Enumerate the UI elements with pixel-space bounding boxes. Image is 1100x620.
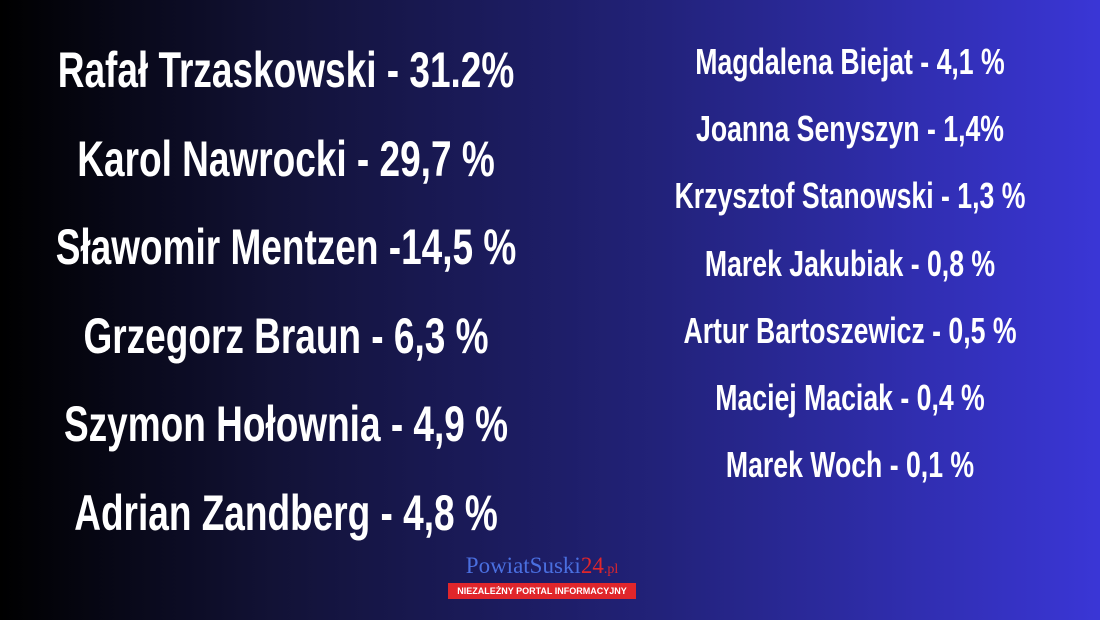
logo-name: PowiatSuski24.pl [448, 553, 636, 579]
result-line: Marek Jakubiak - 0,8 % [704, 242, 996, 284]
result-line: Marek Woch - 0,1 % [725, 444, 975, 486]
result-line: Karol Nawrocki - 29,7 % [77, 130, 495, 187]
logo-text: PowiatSuski [465, 553, 581, 578]
logo-number: 24 [580, 553, 604, 578]
result-line: Rafał Trzaskowski - 31.2% [57, 42, 515, 98]
logo-tagline: NIEZALEŻNY PORTAL INFORMACYJNY [448, 583, 636, 599]
result-line: Artur Bartoszewicz - 0,5 % [683, 309, 1017, 351]
result-line: Szymon Hołownia - 4,9 % [63, 396, 509, 452]
result-line: Joanna Senyszyn - 1,4% [696, 108, 1004, 150]
result-line: Adrian Zandberg - 4,8 % [74, 484, 498, 541]
logo: PowiatSuski24.pl NIEZALEŻNY PORTAL INFOR… [448, 553, 636, 599]
logo-domain: .pl [603, 562, 619, 577]
result-line: Magdalena Biejat - 4,1 % [695, 41, 1005, 82]
result-line: Sławomir Mentzen -14,5 % [55, 219, 517, 275]
result-line: Maciej Maciak - 0,4 % [715, 377, 985, 418]
result-line: Grzegorz Braun - 6,3 % [83, 307, 489, 364]
result-line: Krzysztof Stanowski - 1,3 % [674, 175, 1026, 217]
